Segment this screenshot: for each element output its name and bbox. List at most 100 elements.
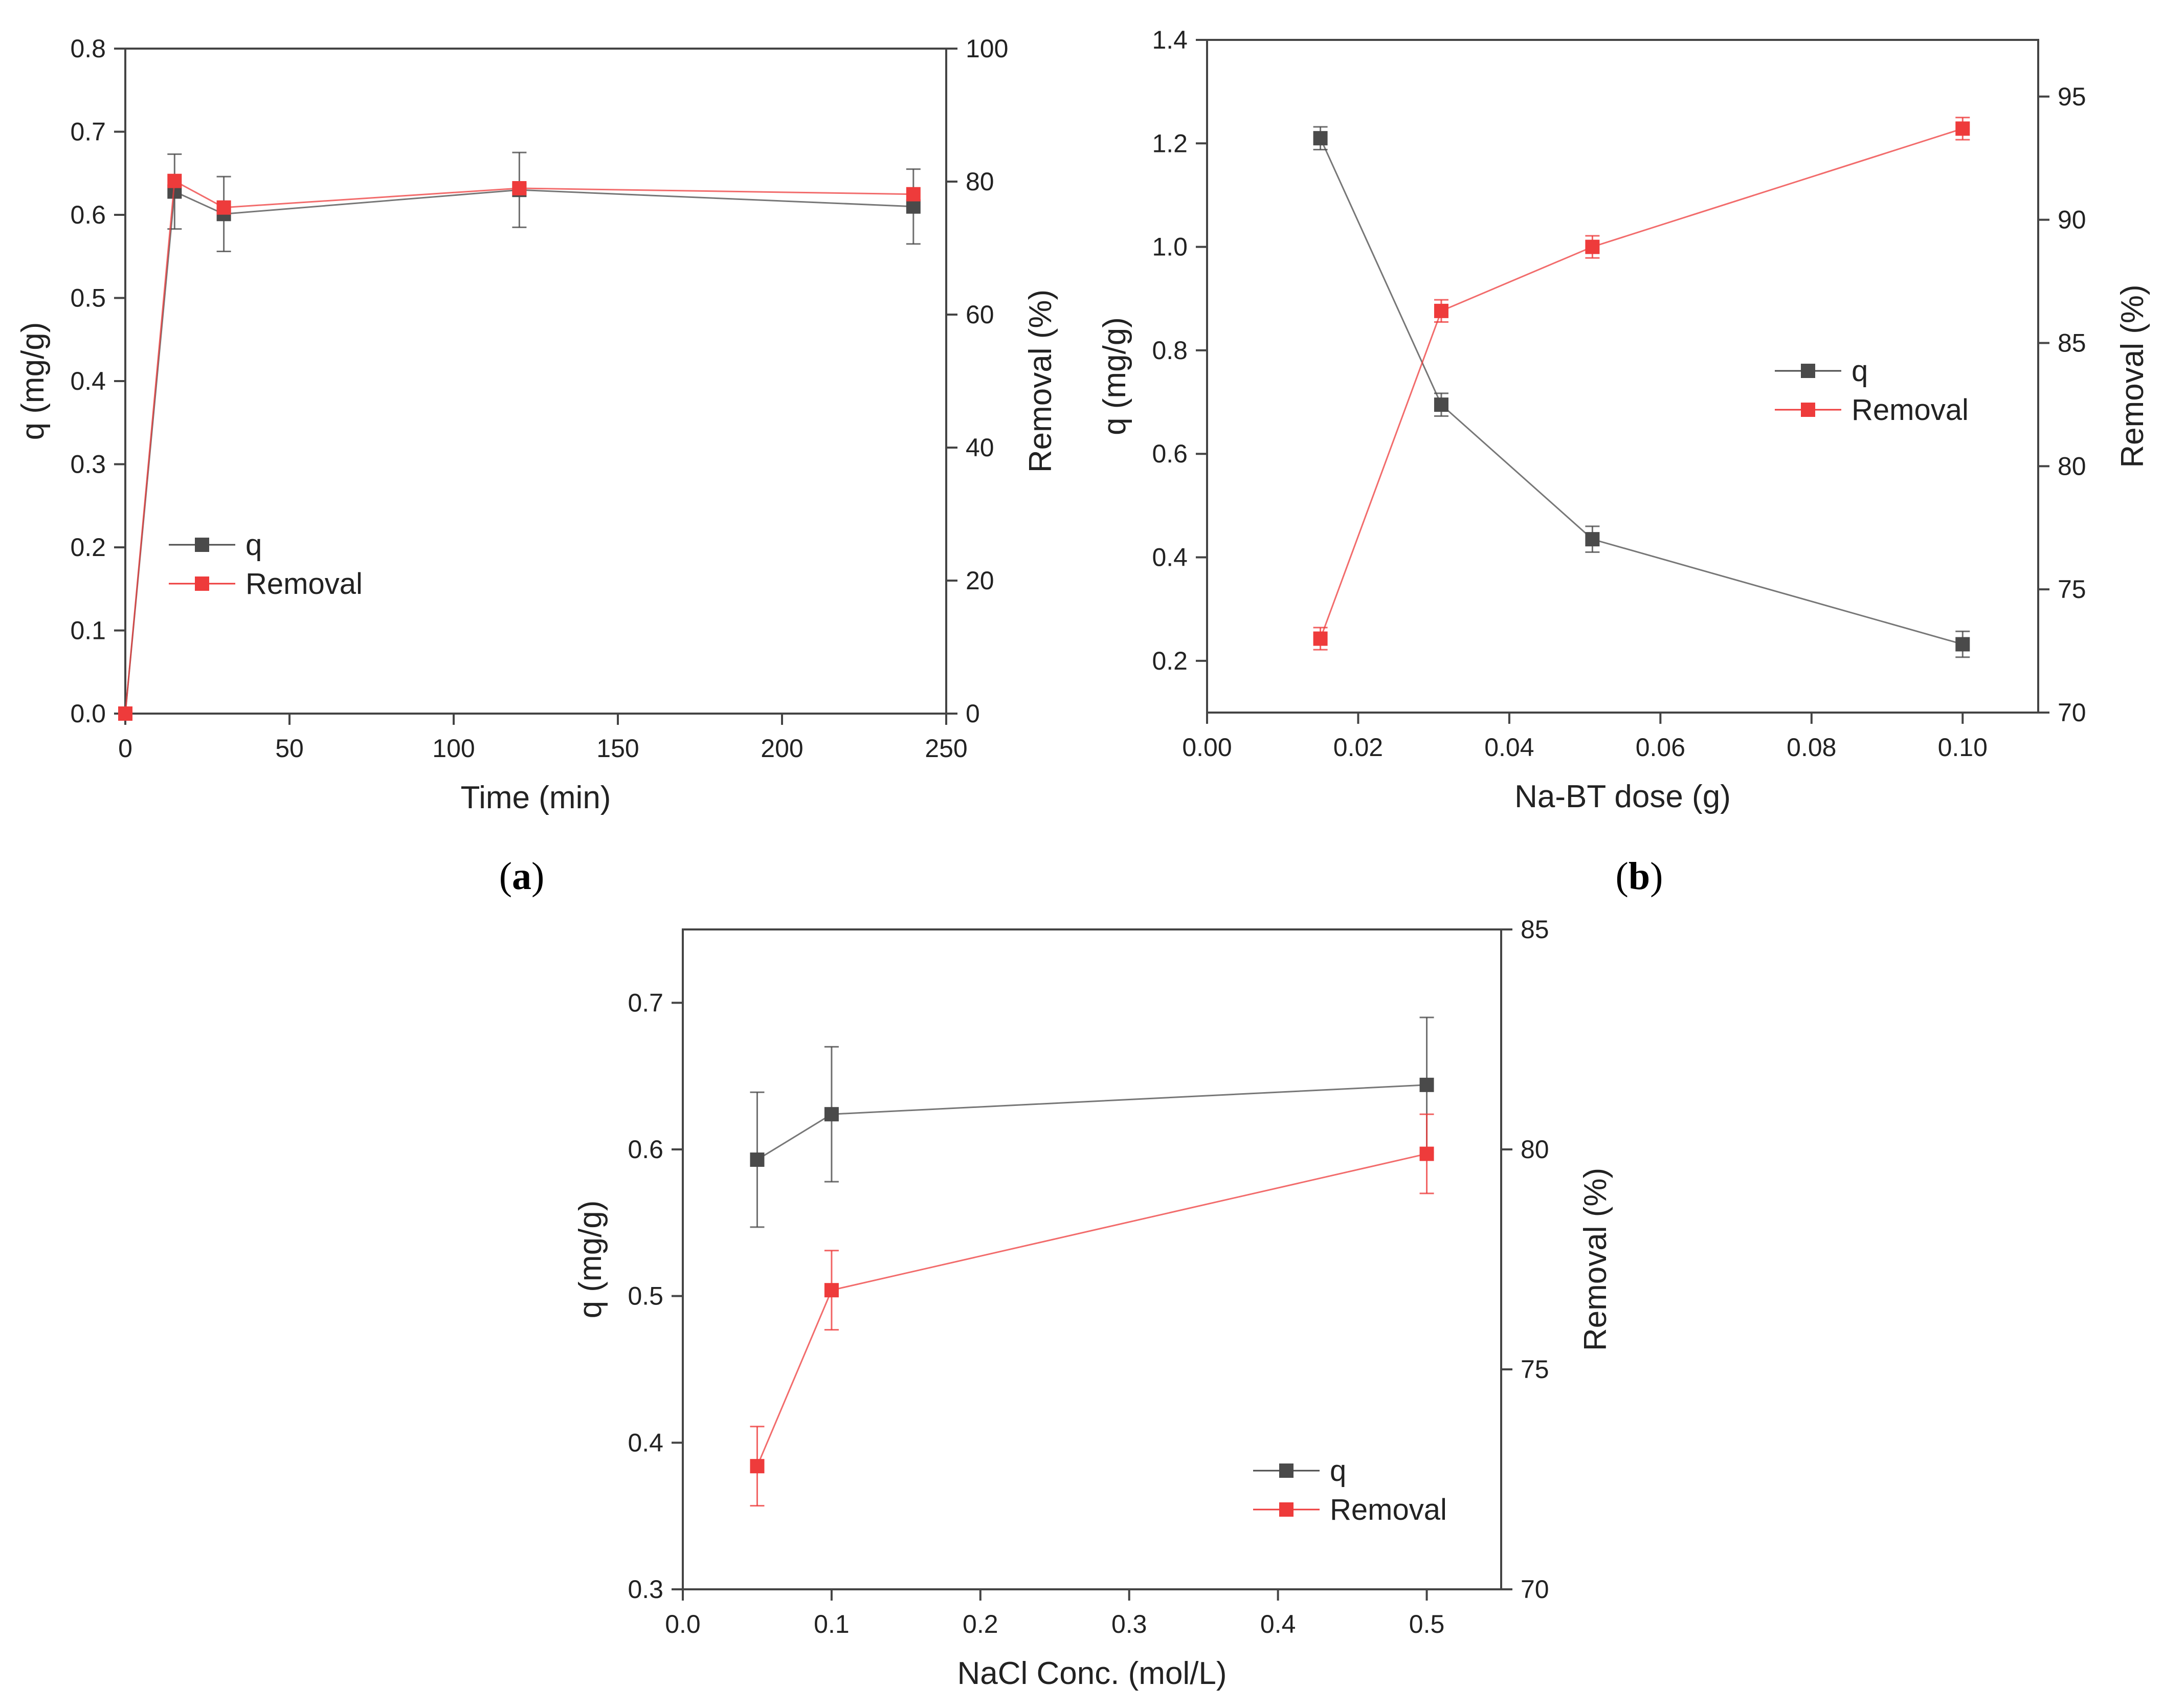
legend-marker <box>1279 1502 1294 1517</box>
y-tick-label: 1.2 <box>1152 129 1188 158</box>
x-tick-label: 0.4 <box>1260 1610 1296 1638</box>
legend-marker <box>195 576 209 591</box>
series-line <box>1320 138 1963 645</box>
y2-tick-label: 70 <box>1521 1575 1549 1604</box>
y2-tick-label: 85 <box>1521 915 1549 944</box>
y2-axis-title: Removal (%) <box>1023 290 1058 473</box>
y-tick-label: 0.6 <box>628 1135 663 1164</box>
x-tick-label: 200 <box>761 734 803 763</box>
y-axis-title: q (mg/g) <box>1097 317 1132 435</box>
y-tick-label: 1.4 <box>1152 26 1188 54</box>
y2-tick-label: 40 <box>966 433 994 462</box>
y-tick-label: 0.3 <box>628 1575 663 1604</box>
y-tick-label: 0.8 <box>1152 336 1188 365</box>
legend-label: Removal <box>1330 1493 1447 1526</box>
data-point <box>1585 239 1600 254</box>
legend-marker <box>1801 364 1815 378</box>
data-point <box>750 1152 765 1167</box>
legend: q Removal <box>1253 1454 1447 1526</box>
panel-label: (b) <box>1616 855 1663 898</box>
legend-marker <box>1801 403 1815 417</box>
y2-tick-label: 0 <box>966 699 980 728</box>
data-point <box>512 181 527 195</box>
series-q <box>1313 126 1970 658</box>
chart-b: 0.00 0.02 0.04 0.06 0.08 0.10 0.2 0.4 0.6 0.8 1.0 1… <box>1097 26 2150 898</box>
series-removal <box>1313 117 1970 651</box>
panel-label: (a) <box>499 855 545 898</box>
y-tick-label: 0.4 <box>70 367 106 395</box>
series-q <box>118 151 921 721</box>
data-point <box>167 173 182 188</box>
legend-label: q <box>1330 1454 1346 1488</box>
x-axis-title: Time (min) <box>461 780 611 815</box>
x-tick-label: 0.1 <box>814 1610 850 1638</box>
y-tick-label: 0.4 <box>628 1428 663 1457</box>
legend-marker <box>1279 1463 1294 1478</box>
x-tick-label: 100 <box>432 734 475 763</box>
data-point <box>1955 121 1970 136</box>
data-point <box>1955 637 1970 652</box>
series-line <box>756 1084 1427 1161</box>
legend-marker <box>195 538 209 552</box>
series-removal <box>750 1113 1434 1507</box>
data-point <box>1434 303 1448 318</box>
legend: q Removal <box>1775 354 1969 427</box>
y-tick-label: 0.4 <box>1152 543 1188 572</box>
data-point <box>1434 397 1448 412</box>
x-tick-label: 0.10 <box>1938 733 1988 762</box>
legend-label: q <box>246 528 262 562</box>
x-tick-label: 0.3 <box>1111 1610 1147 1638</box>
data-point <box>1419 1077 1434 1092</box>
y2-tick-label: 80 <box>1521 1135 1549 1164</box>
series-line <box>1320 127 1963 639</box>
y2-tick-label: 80 <box>966 167 994 196</box>
x-tick-label: 150 <box>596 734 639 763</box>
series-line <box>756 1153 1427 1467</box>
y-tick-label: 1.0 <box>1152 233 1188 261</box>
y2-tick-label: 95 <box>2058 82 2086 111</box>
x-tick-label: 0.5 <box>1409 1610 1445 1638</box>
x-tick-label: 0 <box>118 734 132 763</box>
x-tick-label: 0.06 <box>1636 733 1685 762</box>
y-tick-label: 0.2 <box>1152 647 1188 675</box>
y2-tick-label: 75 <box>1521 1355 1549 1384</box>
data-point <box>1585 532 1600 547</box>
y-tick-label: 0.5 <box>628 1282 663 1311</box>
x-axis-title: Na-BT dose (g) <box>1514 779 1731 814</box>
data-point <box>750 1459 765 1474</box>
y-tick-label: 0.5 <box>70 284 106 313</box>
legend-label: Removal <box>1852 393 1969 427</box>
y-tick-label: 0.1 <box>70 616 106 645</box>
x-axis-title: NaCl Conc. (mol/L) <box>957 1656 1227 1691</box>
plot-frame <box>124 48 947 715</box>
y2-tick-label: 60 <box>966 300 994 329</box>
chart-a: 0 50 100 150 200 2500.00.10.20.30.40.50.60.70… <box>15 34 1058 898</box>
data-point <box>906 187 921 202</box>
y2-tick-label: 75 <box>2058 575 2086 604</box>
y-axis-title: q (mg/g) <box>15 322 51 440</box>
data-point <box>1313 131 1328 146</box>
data-point <box>906 199 921 214</box>
data-point <box>1313 631 1328 646</box>
y2-axis-title: Removal (%) <box>2115 284 2150 468</box>
y-tick-label: 0.6 <box>1152 439 1188 468</box>
data-point <box>118 706 132 721</box>
legend: q Removal <box>169 528 363 601</box>
legend-label: Removal <box>246 567 363 601</box>
series-q <box>750 1016 1434 1228</box>
x-tick-label: 0.04 <box>1484 733 1534 762</box>
series-removal <box>118 173 921 721</box>
y-tick-label: 0.3 <box>70 450 106 479</box>
x-tick-label: 0.0 <box>665 1610 701 1638</box>
data-point <box>824 1107 839 1122</box>
y2-tick-label: 70 <box>2058 698 2086 727</box>
plot-frame <box>682 928 1502 1590</box>
y-tick-label: 0.2 <box>70 533 106 562</box>
x-tick-label: 0.02 <box>1333 733 1383 762</box>
x-tick-label: 0.00 <box>1182 733 1232 762</box>
y2-tick-label: 80 <box>2058 452 2086 480</box>
x-tick-label: 50 <box>275 734 304 763</box>
x-tick-label: 0.2 <box>963 1610 998 1638</box>
data-point <box>824 1283 839 1298</box>
